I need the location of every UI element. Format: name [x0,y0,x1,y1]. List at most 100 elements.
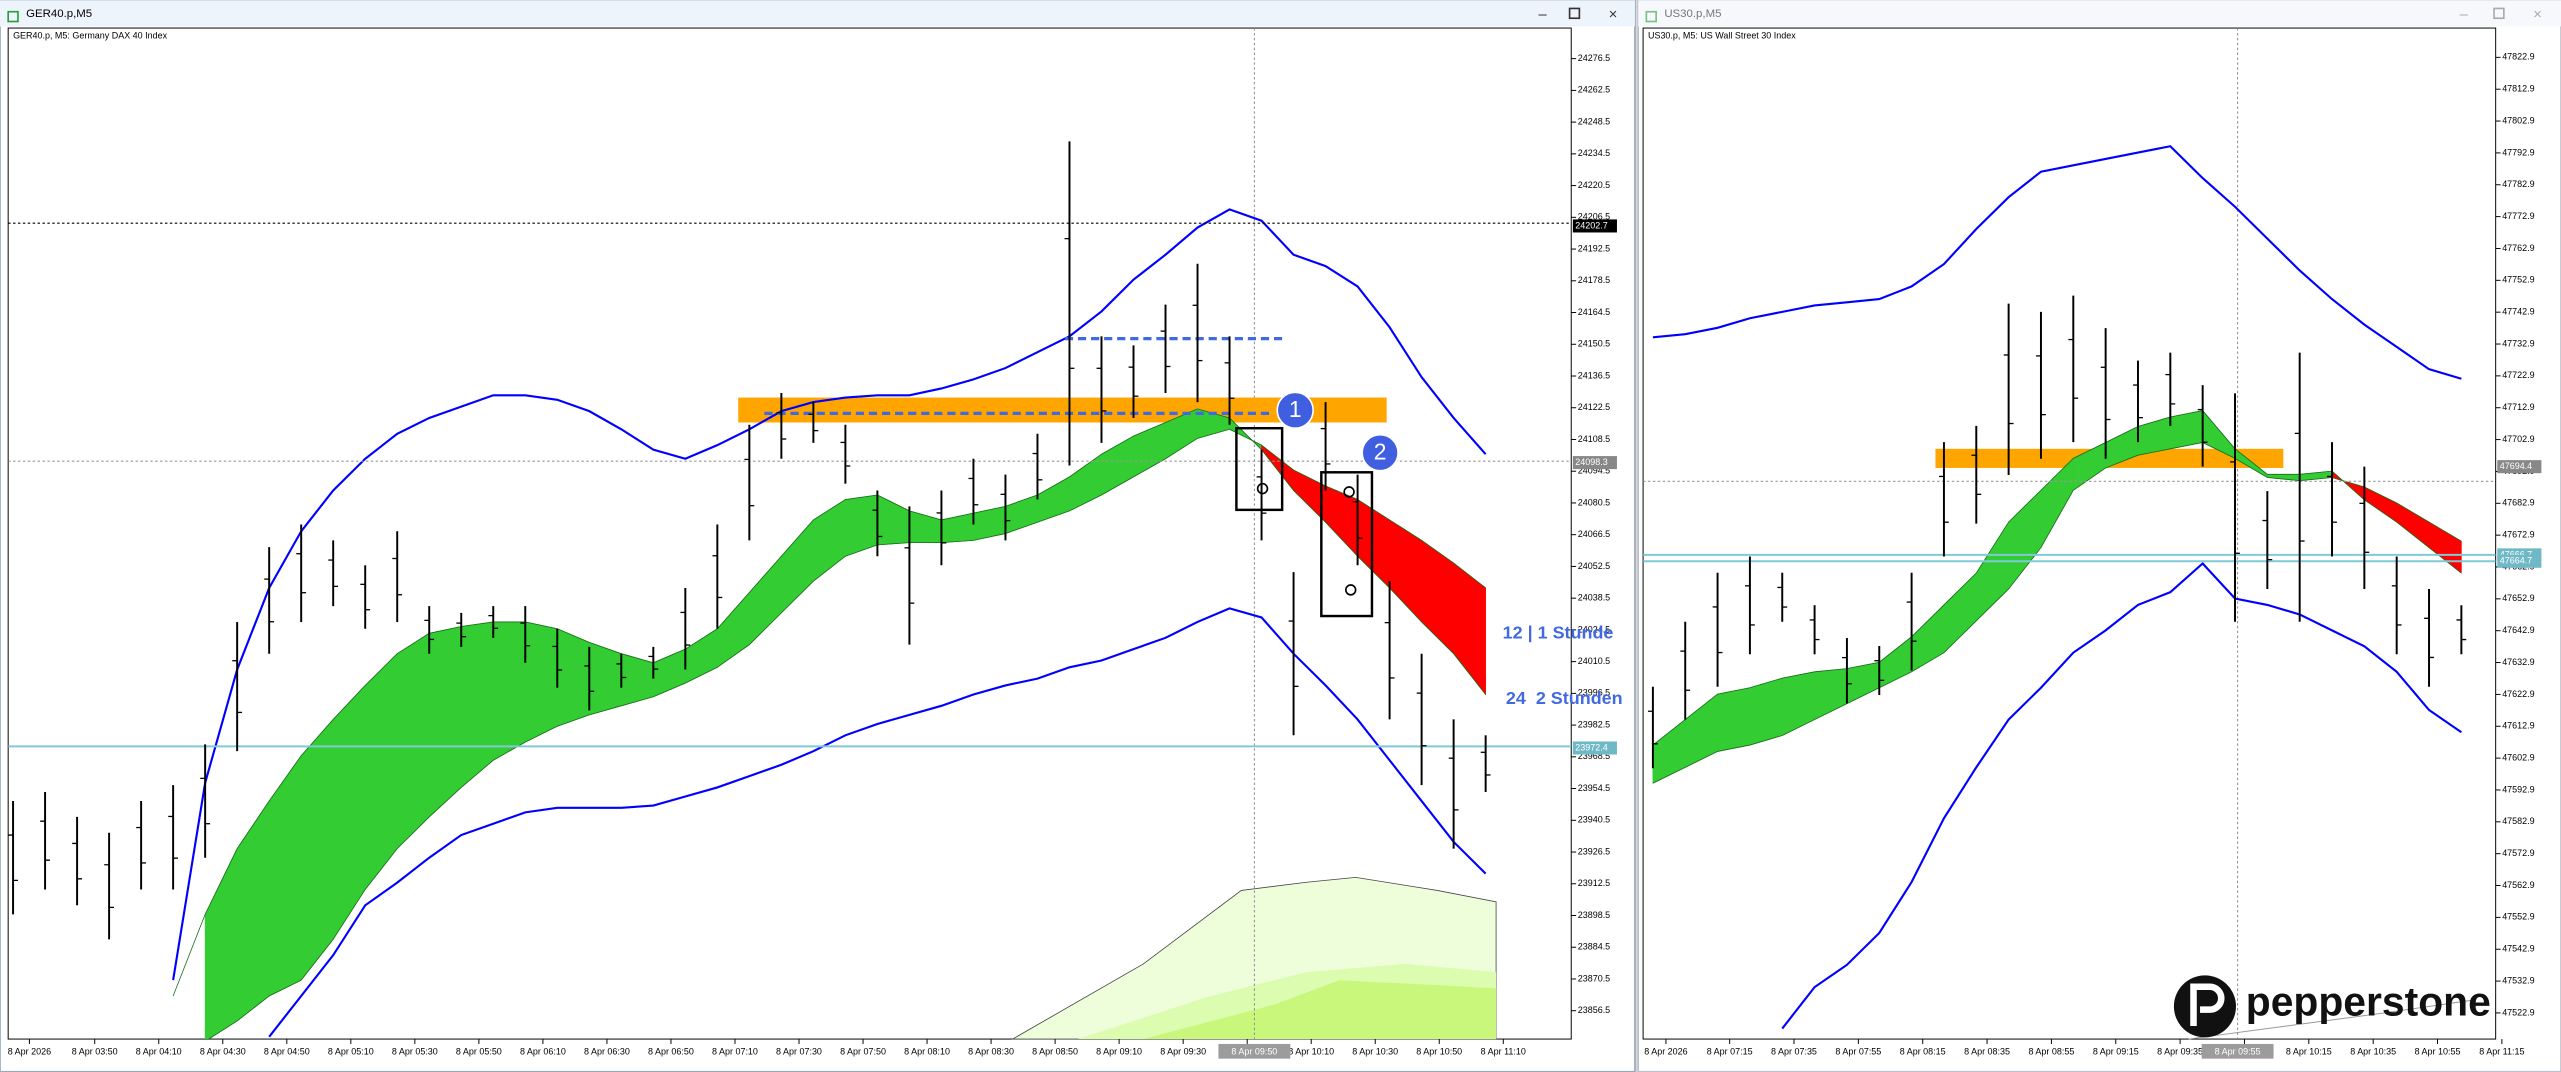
time-label: 8 Apr 08:55 [2028,1046,2074,1056]
annotation-dot [1343,486,1355,498]
time-label: 8 Apr 04:30 [200,1046,246,1056]
time-label: 8 Apr 08:50 [1032,1046,1078,1056]
time-label: 8 Apr 09:15 [2093,1046,2139,1056]
price-tick-label: 24136.5 [1578,370,1610,380]
price-tick-label: 23898.5 [1578,910,1610,920]
marker-label: 2 [1374,439,1387,465]
price-tick-label: 47592.9 [2502,784,2534,794]
logo-text: pepperstone [2246,979,2491,1025]
price-tick-label: 47802.9 [2502,115,2534,125]
price-tick-label: 47642.9 [2502,625,2534,635]
time-label: 8 Apr 06:50 [648,1046,694,1056]
time-label: 8 Apr 09:35 [2157,1046,2203,1056]
upper-band [1652,145,2462,380]
span-b [1652,442,2462,784]
price-tick-label: 47612.9 [2502,721,2534,731]
price-tick-label: 47542.9 [2502,944,2534,954]
price-tick-label: 23884.5 [1578,942,1610,952]
price-tick-label: 47742.9 [2502,307,2534,317]
price-tick-label: 47712.9 [2502,402,2534,412]
price-tick-label: 24276.5 [1578,53,1610,63]
crosshair-time: 8 Apr 09:50 [1231,1046,1277,1056]
plot-area [1642,27,2497,1040]
price-tick-label: 47792.9 [2502,147,2534,157]
price-tick-label: 47752.9 [2502,275,2534,285]
time-label: 8 Apr 10:15 [2286,1046,2332,1056]
price-tick-label: 23982.5 [1578,719,1610,729]
price-tick-label: 24164.5 [1578,307,1610,317]
price-tag-box [2497,460,2542,474]
annotation-box [1235,426,1284,512]
price-tick-label: 47812.9 [2502,84,2534,94]
window-icon [7,10,19,23]
minimize-button[interactable]: – [2460,7,2469,23]
time-label: 8 Apr 2026 [1644,1046,1687,1056]
time-label: 8 Apr 09:10 [1096,1046,1142,1056]
upper-band [172,208,1487,981]
price-tick-label: 23954.5 [1578,783,1610,793]
time-label: 8 Apr 2026 [8,1046,51,1056]
time-label: 8 Apr 11:15 [2479,1046,2524,1056]
price-tick-label: 24024.5 [1578,624,1610,634]
close-button[interactable]: × [2533,7,2542,23]
window-icon [1645,10,1657,23]
time-label: 8 Apr 07:35 [1771,1046,1817,1056]
marker-circle [1361,433,1399,472]
cloud-segment [524,621,558,743]
price-tick-label: 47702.9 [2502,434,2534,444]
price-tick-label: 47772.9 [2502,211,2534,221]
minimize-button[interactable]: – [1539,7,1548,23]
crosshair-time-box [2201,1043,2274,1059]
maximize-button[interactable] [2493,7,2505,20]
lower-band [268,607,1487,1038]
maximize-button[interactable] [1568,7,1581,20]
cloud-segment [396,632,430,850]
price-tag-box [2497,554,2542,568]
time-label: 8 Apr 11:10 [1481,1046,1526,1056]
span-a [1652,410,2462,746]
price-tick-label: 47532.9 [2502,975,2534,985]
time-label: 8 Apr 10:10 [1288,1046,1334,1056]
price-tag: 24202.7 [1575,220,1607,230]
price-tick-label: 24220.5 [1578,180,1610,190]
price-tick-label: 24052.5 [1578,561,1610,571]
price-tick-label: 24248.5 [1578,116,1610,126]
annotation-dot [1256,482,1269,495]
marker-circle [1276,391,1314,430]
price-tick-label: 24080.5 [1578,497,1610,507]
price-tick-label: 47682.9 [2502,498,2534,508]
crosshair-time: 8 Apr 09:55 [2215,1046,2261,1056]
time-label: 8 Apr 07:10 [712,1046,758,1056]
price-tick-label: 47652.9 [2502,593,2534,603]
note: 24 2 Stunden [1506,688,1623,708]
price-tag-box [1572,219,1617,233]
price-tag: 47694.4 [2500,461,2532,471]
time-label: 8 Apr 09:30 [1160,1046,1206,1056]
crosshair-time-box [1218,1043,1291,1059]
time-label: 8 Apr 05:50 [456,1046,502,1056]
cloud-segment [556,628,590,727]
price-tick-label: 47602.9 [2502,752,2534,762]
close-button[interactable]: × [1609,7,1618,23]
time-label: 8 Apr 10:50 [1416,1046,1462,1056]
chart-layer [1643,28,2496,1040]
price-tick-label: 24066.5 [1578,529,1610,539]
chart-layer [8,28,1572,1040]
price-tick-label: 47672.9 [2502,530,2534,540]
price-tick-label: 23870.5 [1578,973,1610,983]
time-label: 8 Apr 05:30 [392,1046,438,1056]
price-tick-label: 24206.5 [1578,212,1610,222]
time-label: 8 Apr 06:10 [520,1046,566,1056]
time-label: 8 Apr 10:30 [1352,1046,1398,1056]
note: 12 | 1 Stunde [1503,623,1614,643]
lower-band [1781,562,2462,1030]
price-tick-label: 23912.5 [1578,878,1610,888]
axes: GER40.p, M5: Germany DAX 40 Index 24276.5… [8,31,2542,1059]
price-tag: 47666.7 [2500,549,2532,559]
time-label: 8 Apr 08:10 [904,1046,950,1056]
time-label: 8 Apr 08:30 [968,1046,1014,1056]
price-tick-label: 47762.9 [2502,243,2534,253]
window-title: GER40.p,M5 [26,8,92,20]
price-tick-label: 24262.5 [1578,85,1610,95]
